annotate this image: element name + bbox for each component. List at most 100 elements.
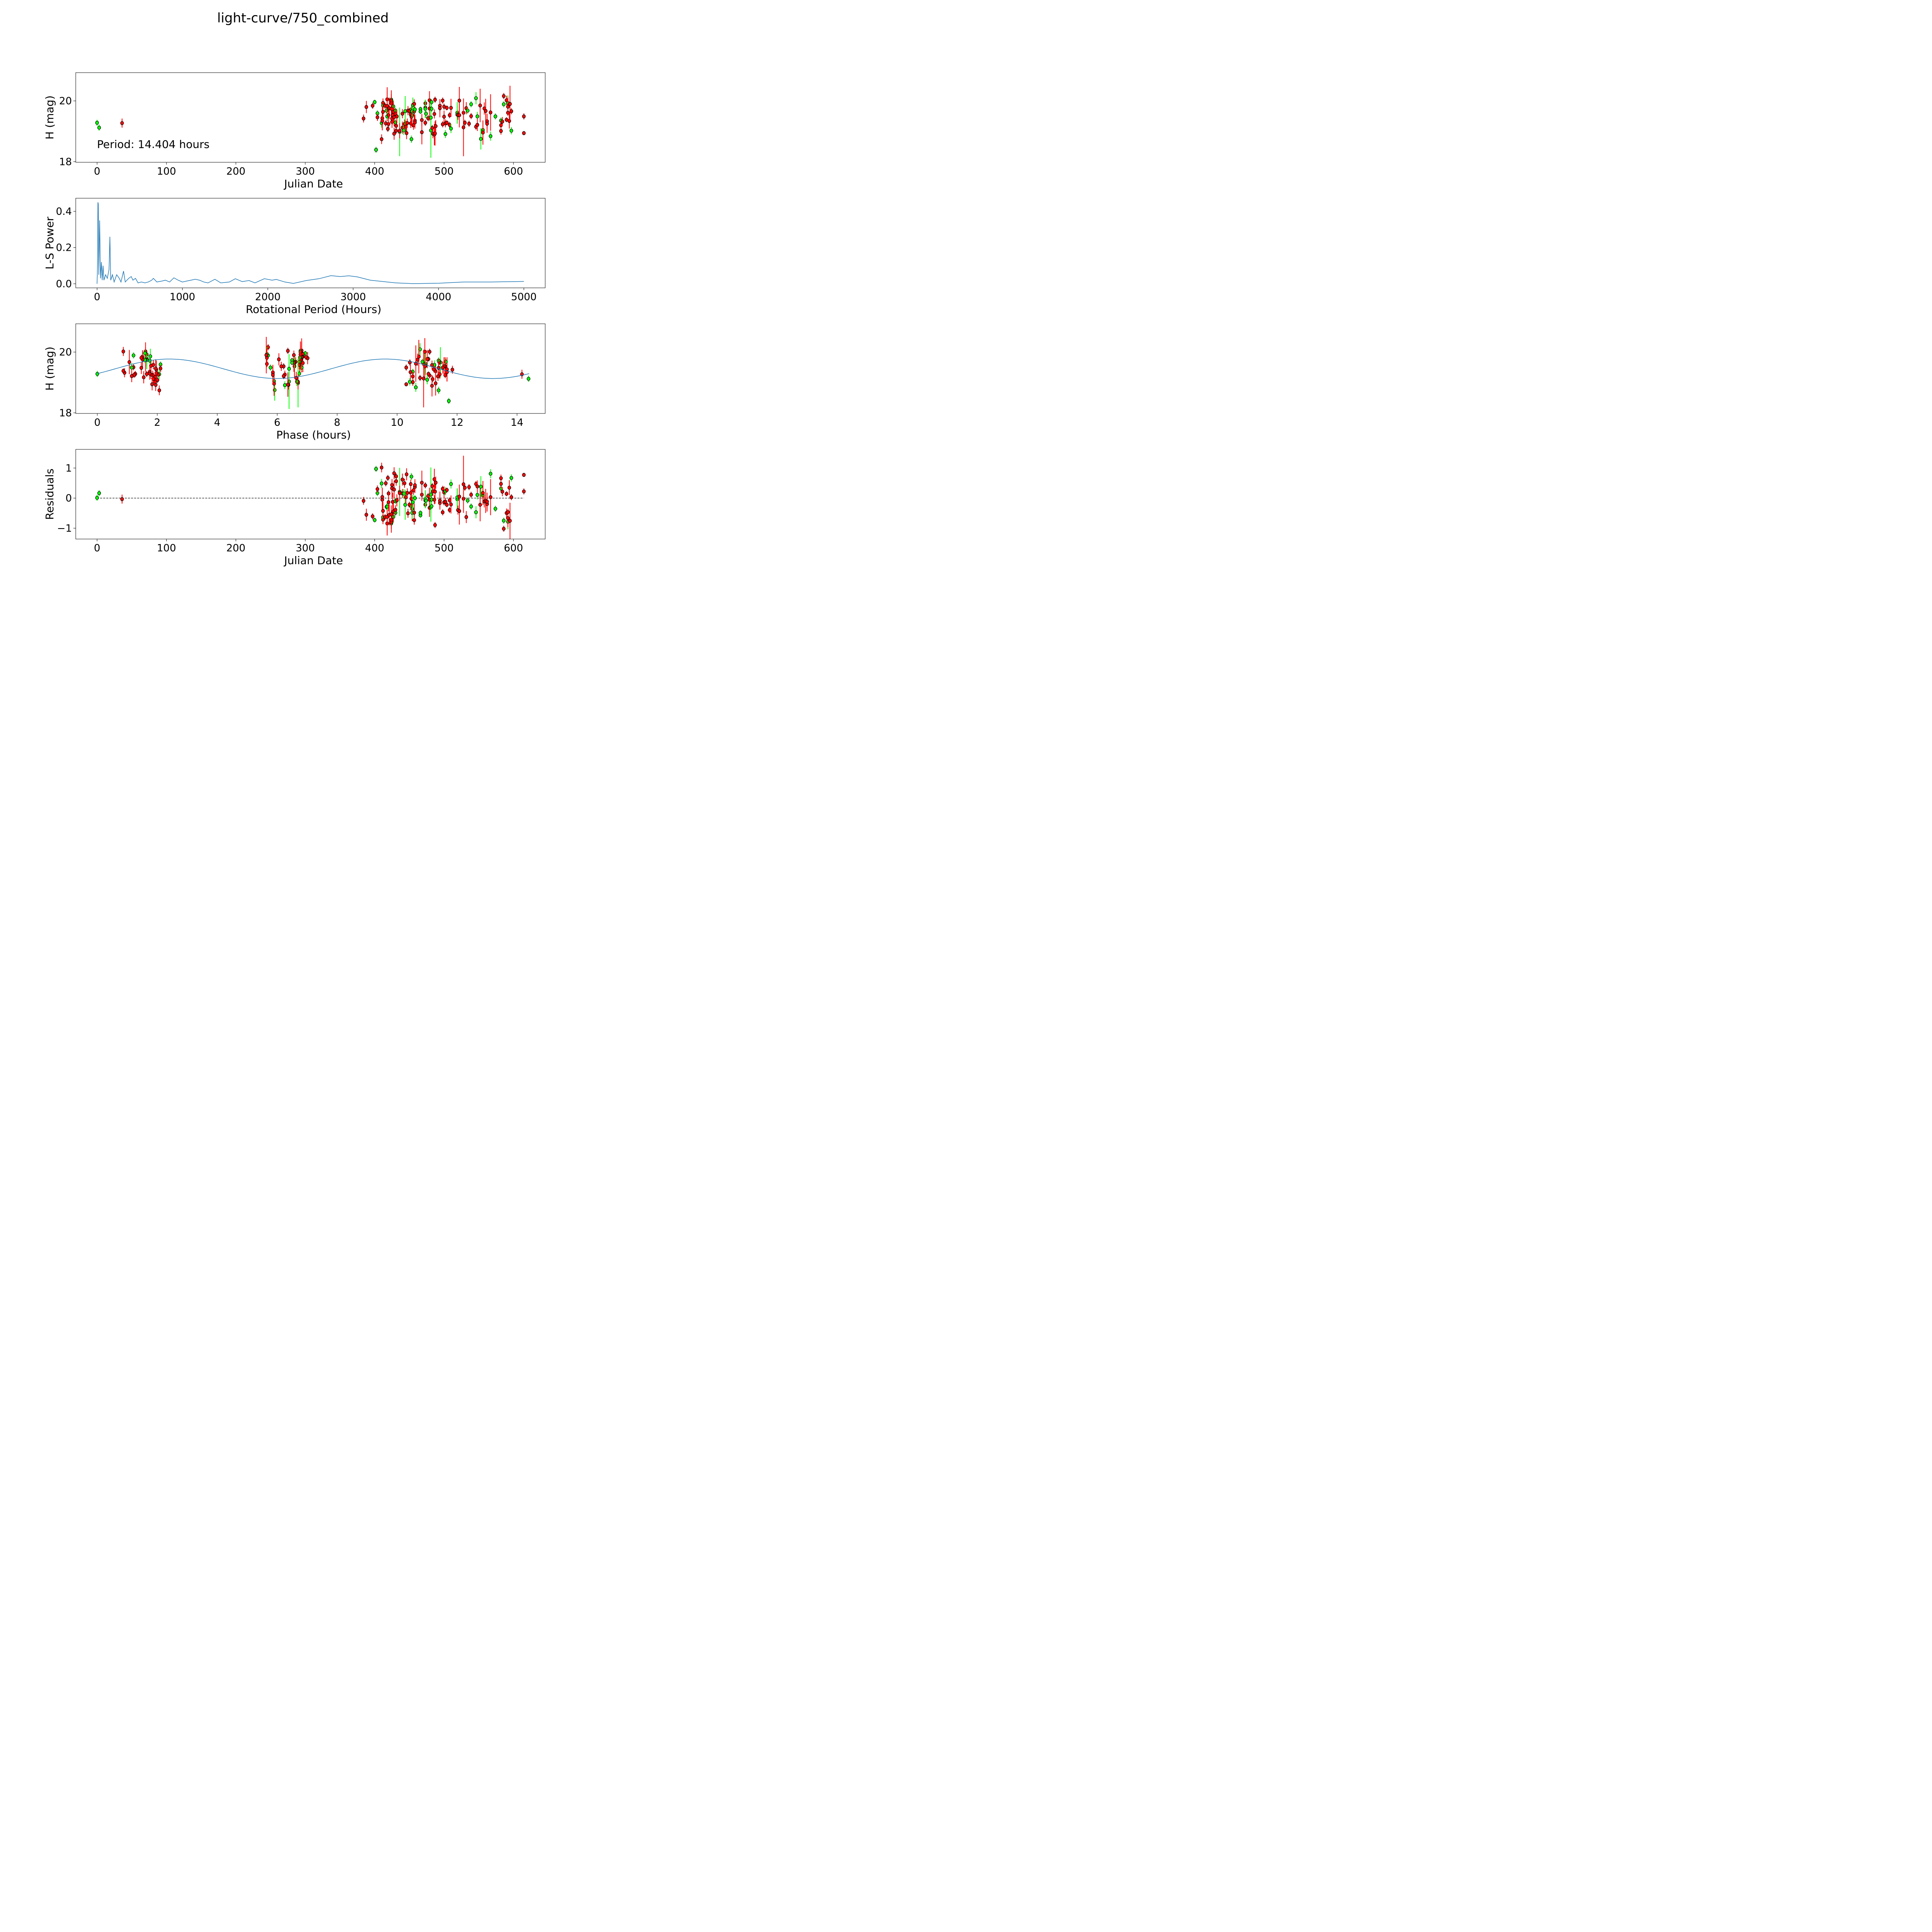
data-point-g (373, 100, 377, 104)
data-point-g (420, 360, 424, 364)
data-point-r (509, 495, 514, 499)
y-tick-label: 0.4 (56, 206, 72, 218)
data-point-g (403, 503, 407, 507)
x-tick-label: 300 (296, 166, 315, 177)
data-point-r (499, 476, 503, 480)
data-point-r (386, 113, 391, 117)
plot-area (95, 337, 531, 409)
x-tick-label: 100 (157, 166, 176, 177)
data-point-r (380, 495, 384, 499)
data-point-g (488, 134, 493, 138)
data-point-r (522, 489, 526, 493)
x-tick-label: 100 (157, 543, 176, 554)
data-point-r (286, 383, 290, 387)
axes-phased: 0 2 4 6 8 10 12 14 18 20 Phase (hours) H (mag) (43, 323, 546, 441)
data-point-r (488, 495, 493, 499)
x-tick-label: 600 (504, 166, 523, 177)
data-point-r (509, 109, 514, 113)
x-tick-label: 3000 (340, 291, 366, 303)
data-point-g (290, 361, 294, 365)
figure-title: light-curve/750_combined (217, 10, 389, 26)
data-point-g (130, 366, 134, 370)
data-point-g (429, 492, 433, 497)
x-tick-label: 2 (154, 417, 161, 429)
model-fit-curve (97, 359, 529, 379)
data-point-g (95, 121, 99, 125)
data-point-r (428, 350, 432, 354)
data-point-r (420, 481, 424, 485)
data-point-g (509, 476, 514, 480)
data-point-r (423, 121, 427, 125)
data-point-g (488, 471, 493, 476)
x-tick-label: 600 (504, 543, 523, 554)
data-point-r (392, 131, 396, 136)
data-point-r (507, 119, 511, 123)
data-point-g (475, 114, 480, 119)
data-point-r (150, 382, 154, 386)
data-point-r (408, 370, 412, 374)
data-point-g (424, 112, 428, 116)
data-point-g (95, 496, 99, 500)
data-point-r (381, 110, 385, 114)
data-point-r (416, 357, 420, 362)
axes-residuals: 0 100 200 300 400 500 600 −1 0 1 Julian Date Residu… (43, 449, 546, 567)
period-annotation: Period: 14.404 hours (97, 138, 209, 151)
data-point-g (148, 354, 152, 359)
data-point-g (384, 109, 388, 113)
data-point-r (418, 376, 422, 380)
data-point-r (405, 131, 408, 135)
data-point-r (430, 377, 435, 381)
data-point-r (425, 357, 429, 361)
data-point-r (420, 130, 424, 134)
data-point-r (433, 131, 437, 136)
data-point-g (493, 507, 497, 511)
data-point-r (153, 380, 157, 384)
data-point-g (493, 114, 497, 119)
data-point-g (269, 366, 272, 370)
axes-periodogram: 0 1000 2000 3000 4000 5000 0.0 0.2 0.4 Rotational… (43, 198, 546, 316)
data-point-g (418, 109, 422, 114)
x-tick-label: 500 (434, 543, 454, 554)
data-point-r (522, 131, 526, 135)
data-point-r (506, 516, 510, 520)
data-point-r (128, 360, 131, 364)
data-point-r (362, 499, 366, 503)
x-tick-label: 0 (94, 417, 101, 429)
data-point-r (379, 465, 384, 470)
data-point-r (475, 123, 480, 127)
data-point-r (475, 484, 480, 489)
data-point-r (271, 373, 275, 377)
data-point-r (394, 479, 398, 483)
data-point-g (410, 137, 413, 141)
y-axis-label: H (mag) (43, 95, 56, 139)
data-point-r (478, 503, 482, 507)
data-point-g (418, 511, 422, 515)
data-point-r (432, 367, 436, 372)
data-point-r (139, 366, 143, 370)
data-point-r (412, 510, 416, 515)
x-axis-label: Rotational Period (Hours) (246, 303, 381, 316)
x-tick-label: 12 (451, 417, 463, 429)
data-point-g (437, 388, 440, 393)
data-point-g (474, 510, 478, 514)
data-point-r (130, 374, 134, 378)
data-point-r (405, 491, 409, 495)
data-point-g (97, 126, 101, 130)
axes-frame (75, 323, 546, 414)
x-tick-label: 0 (94, 166, 100, 177)
data-point-r (461, 482, 466, 486)
x-tick-label: 4000 (426, 291, 451, 303)
data-point-r (438, 106, 442, 111)
data-point-g (449, 482, 453, 486)
data-point-g (410, 474, 413, 479)
data-point-r (282, 374, 286, 378)
data-point-r (406, 511, 410, 515)
data-point-r (430, 384, 434, 388)
x-tick-label: 400 (365, 543, 384, 554)
data-point-r (502, 94, 506, 98)
data-point-r (121, 369, 125, 373)
x-tick-label: 500 (434, 166, 454, 177)
data-point-r (279, 364, 283, 369)
data-point-r (451, 367, 454, 372)
data-point-r (499, 482, 503, 486)
